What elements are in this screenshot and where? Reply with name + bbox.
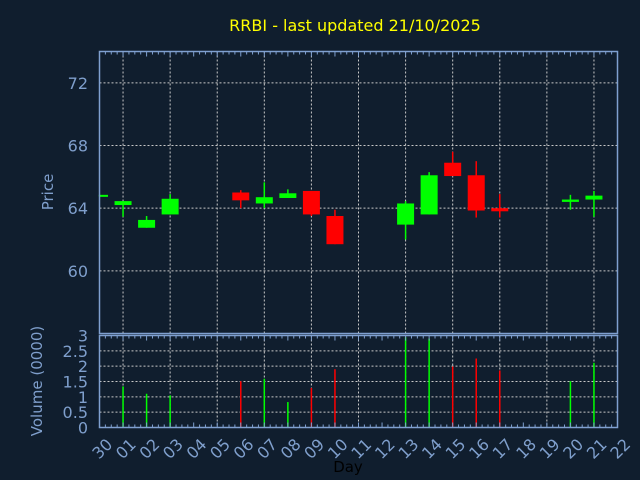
- chart-title: RRBI - last updated 21/10/2025: [229, 16, 481, 35]
- candle-body: [444, 162, 462, 177]
- price-tick-label: 64: [68, 199, 88, 218]
- candle-body: [99, 194, 108, 197]
- candle-body: [138, 219, 156, 228]
- price-axis-title: Price: [39, 174, 57, 211]
- volume-bars: [122, 337, 595, 428]
- volume-axis-title: Volume (0000): [28, 326, 46, 436]
- axes-frames: [98, 50, 619, 429]
- volume-tick-label: 2.5: [63, 342, 88, 361]
- volume-tick-label: 1: [78, 388, 88, 407]
- candle-body: [561, 199, 579, 202]
- price-tick-label: 68: [68, 137, 88, 156]
- x-axis-title: Day: [333, 458, 363, 476]
- x-tick-label: 22: [606, 435, 634, 463]
- y-tick-labels: 60 64 68 72 00.511.522.53: [63, 74, 88, 438]
- candle-body: [279, 193, 297, 198]
- candle-body: [491, 208, 509, 212]
- candle-body: [420, 175, 438, 215]
- candle-body: [397, 203, 415, 225]
- volume-tick-label: 1.5: [63, 373, 88, 392]
- volume-tick-label: 0: [78, 419, 88, 438]
- volume-tick-label: 2: [78, 357, 88, 376]
- volume-tick-label: 0.5: [63, 403, 88, 422]
- candle-body: [161, 198, 179, 215]
- price-tick-label: 72: [68, 74, 88, 93]
- candle-body: [232, 192, 250, 201]
- candle-body: [114, 201, 132, 206]
- volume-grid: [99, 335, 618, 428]
- candle-body: [302, 190, 320, 215]
- candle-body: [467, 175, 485, 211]
- candle-body: [255, 197, 273, 204]
- volume-tick-label: 3: [78, 327, 88, 346]
- candle-body: [326, 216, 344, 245]
- price-tick-label: 60: [68, 262, 88, 281]
- candle-body: [585, 195, 603, 200]
- price-candles: [98, 151, 603, 245]
- price-grid: [99, 51, 618, 334]
